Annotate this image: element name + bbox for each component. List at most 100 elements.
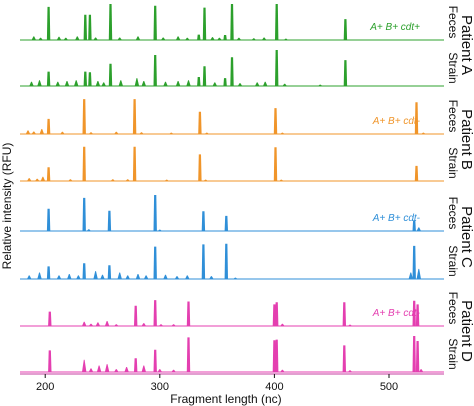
noise-peak <box>118 80 123 86</box>
noise-peak <box>110 179 115 181</box>
fragment-peak <box>197 34 201 40</box>
noise-peak <box>174 276 180 279</box>
noise-peak <box>163 81 168 86</box>
fragment-peak <box>343 60 348 86</box>
noise-peak <box>347 370 353 372</box>
noise-peak <box>143 275 149 279</box>
noise-peak <box>82 321 87 326</box>
noise-peak <box>114 369 119 372</box>
fragment-peak <box>275 4 279 40</box>
fragment-peak <box>202 7 207 41</box>
noise-peak <box>114 131 119 134</box>
noise-peak <box>251 38 256 40</box>
fragment-peak <box>275 339 279 372</box>
noise-peak <box>169 132 174 134</box>
fragment-peak <box>88 72 92 86</box>
noise-peak <box>35 178 40 181</box>
fragment-peak <box>88 14 92 41</box>
fragment-peak <box>224 243 228 279</box>
noise-peak <box>93 37 98 40</box>
noise-peak <box>418 369 424 372</box>
noise-peak <box>280 132 285 134</box>
fragment-peak <box>48 350 52 372</box>
fragment-peak <box>82 99 86 134</box>
noise-peak <box>163 274 168 279</box>
x-tick-label: 300 <box>151 381 169 393</box>
fragment-peak <box>82 263 86 279</box>
fragment-peak <box>46 118 51 134</box>
noise-peak <box>318 84 323 86</box>
fragment-peak <box>46 167 51 181</box>
fragment-peak <box>343 19 348 40</box>
sample-label-strain: Strain <box>446 338 460 369</box>
fragment-peak <box>46 208 51 231</box>
noise-peak <box>27 275 32 279</box>
noise-peak <box>212 82 217 86</box>
fragment-peak <box>412 245 416 279</box>
noise-peak <box>31 131 36 134</box>
fragment-peak <box>230 57 234 86</box>
noise-peak <box>171 369 176 372</box>
fragment-peak <box>153 5 157 41</box>
noise-peak <box>86 229 91 231</box>
noise-peak <box>185 275 190 279</box>
fragment-peak <box>107 265 112 279</box>
noise-peak <box>63 37 68 40</box>
trace-feces <box>20 195 444 232</box>
fragment-peak <box>46 266 51 279</box>
trace-strain <box>20 146 444 182</box>
noise-peak <box>408 272 413 279</box>
noise-peak <box>40 176 46 181</box>
sample-label-feces: Feces <box>446 6 460 39</box>
fragment-peak <box>153 55 157 86</box>
noise-peak <box>280 369 285 372</box>
fragment-peak <box>414 165 419 181</box>
noise-peak <box>56 36 62 40</box>
fragment-peak <box>273 147 278 181</box>
noise-peak <box>100 274 105 279</box>
noise-peak <box>76 275 81 279</box>
noise-peak <box>125 275 130 279</box>
fragment-peak <box>82 197 86 231</box>
noise-peak <box>96 365 102 372</box>
fragment-peak <box>186 301 191 326</box>
noise-peak <box>88 132 94 134</box>
noise-peak <box>141 81 146 86</box>
noise-peak <box>104 321 110 326</box>
noise-peak <box>217 37 222 40</box>
x-tick-label: 500 <box>380 381 398 393</box>
noise-peak <box>416 227 421 231</box>
noise-peak <box>124 367 129 372</box>
sample-label-feces: Feces <box>446 100 460 133</box>
fragment-peak <box>415 341 420 372</box>
noise-peak <box>164 179 169 181</box>
noise-peak <box>210 37 215 40</box>
fragment-peak <box>201 211 206 231</box>
sample-label-strain: Strain <box>446 245 460 276</box>
noise-peak <box>67 274 72 279</box>
panel-2 <box>20 99 444 182</box>
fragment-peak <box>132 99 137 134</box>
fragment-peak <box>153 246 157 279</box>
fragment-peak <box>412 336 416 372</box>
noise-peak <box>416 268 421 279</box>
noise-peak <box>38 37 43 40</box>
noise-peak <box>25 130 31 134</box>
noise-peak <box>68 179 73 181</box>
fragment-peak <box>153 195 157 231</box>
noise-peak <box>31 36 36 40</box>
trace-feces <box>20 99 444 135</box>
noise-peak <box>186 80 191 86</box>
noise-peak <box>204 132 209 134</box>
fragment-peak <box>46 6 51 40</box>
noise-peak <box>282 83 287 86</box>
fragment-peak <box>342 345 346 372</box>
noise-peak <box>280 323 285 326</box>
sample-label-strain: Strain <box>446 52 460 83</box>
x-axis-label: Fragment length (nc) <box>170 392 281 406</box>
noise-peak <box>255 82 260 86</box>
trace-strain <box>20 336 444 373</box>
patient-label: Patient C <box>458 206 474 268</box>
noise-peak <box>117 37 122 40</box>
